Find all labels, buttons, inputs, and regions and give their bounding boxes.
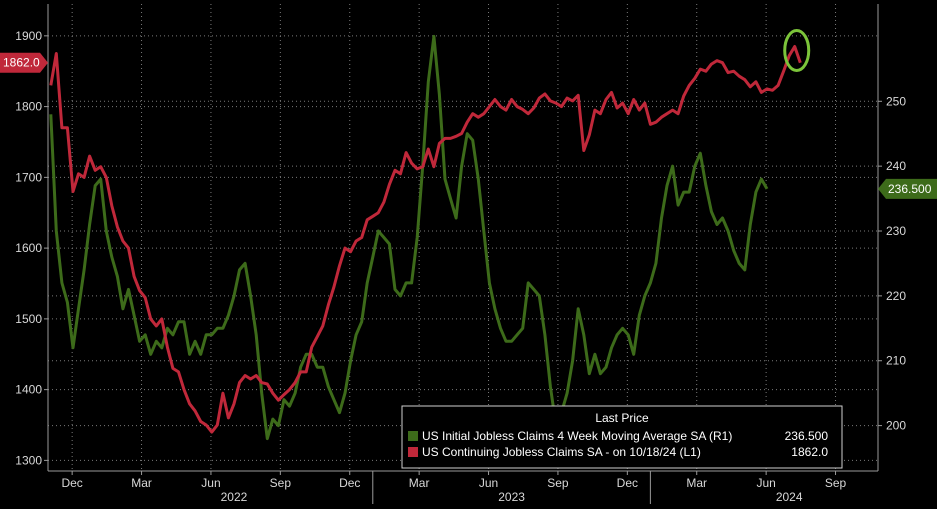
last-value-badges: 1862.0 236.500 bbox=[0, 52, 937, 199]
highlight-circle bbox=[783, 28, 811, 72]
last-value-badge-continuing bbox=[0, 52, 48, 73]
legend: Last Price US Initial Jobless Claims 4 We… bbox=[401, 405, 843, 469]
x-year-label: 2024 bbox=[776, 490, 803, 504]
legend-entry-label: US Continuing Jobless Claims SA - on 10/… bbox=[422, 445, 701, 459]
x-month-label: Dec bbox=[339, 476, 360, 490]
legend-entry-value: 1862.0 bbox=[791, 445, 828, 459]
right-tick-label: 230 bbox=[886, 224, 906, 238]
legend-entry-value: 236.500 bbox=[785, 429, 829, 443]
right-tick-label: 220 bbox=[886, 289, 906, 303]
last-value-badge-initial bbox=[878, 178, 937, 199]
x-month-label: Mar bbox=[686, 476, 707, 490]
left-tick-label: 1900 bbox=[15, 29, 42, 43]
x-month-label: Dec bbox=[61, 476, 82, 490]
x-month-label: Jun bbox=[201, 476, 220, 490]
legend-box bbox=[401, 405, 843, 469]
series-line-initial-claims bbox=[49, 34, 769, 441]
last-value-label-continuing: 1862.0 bbox=[3, 56, 40, 70]
x-month-label: Mar bbox=[131, 476, 152, 490]
left-tick-label: 1800 bbox=[15, 100, 42, 114]
left-tick-label: 1700 bbox=[15, 170, 42, 184]
right-tick-label: 210 bbox=[886, 354, 906, 368]
legend-title: Last Price bbox=[595, 411, 649, 425]
legend-swatch bbox=[408, 431, 418, 441]
last-value-label-initial: 236.500 bbox=[888, 182, 932, 196]
x-month-label: Jun bbox=[479, 476, 498, 490]
x-month-label: Jun bbox=[756, 476, 775, 490]
left-tick-label: 1500 bbox=[15, 312, 42, 326]
series-group bbox=[49, 28, 811, 441]
left-tick-label: 1300 bbox=[15, 453, 42, 467]
right-tick-label: 250 bbox=[886, 94, 906, 108]
x-month-label: Sep bbox=[547, 476, 569, 490]
x-month-label: Mar bbox=[409, 476, 430, 490]
right-tick-label: 240 bbox=[886, 159, 906, 173]
legend-entry-label: US Initial Jobless Claims 4 Week Moving … bbox=[422, 429, 732, 443]
legend-swatch bbox=[408, 447, 418, 457]
x-month-label: Sep bbox=[270, 476, 292, 490]
x-year-label: 2023 bbox=[498, 490, 525, 504]
right-tick-label: 200 bbox=[886, 419, 906, 433]
left-tick-label: 1400 bbox=[15, 383, 42, 397]
axes: 1300 1400 1500 1600 1700 1800 1900 200 210 220 230… bbox=[15, 4, 906, 504]
x-month-label: Sep bbox=[825, 476, 847, 490]
x-month-label: Dec bbox=[617, 476, 638, 490]
series-line-continuing-claims bbox=[49, 45, 802, 434]
left-tick-label: 1600 bbox=[15, 241, 42, 255]
x-year-label: 2022 bbox=[221, 490, 248, 504]
